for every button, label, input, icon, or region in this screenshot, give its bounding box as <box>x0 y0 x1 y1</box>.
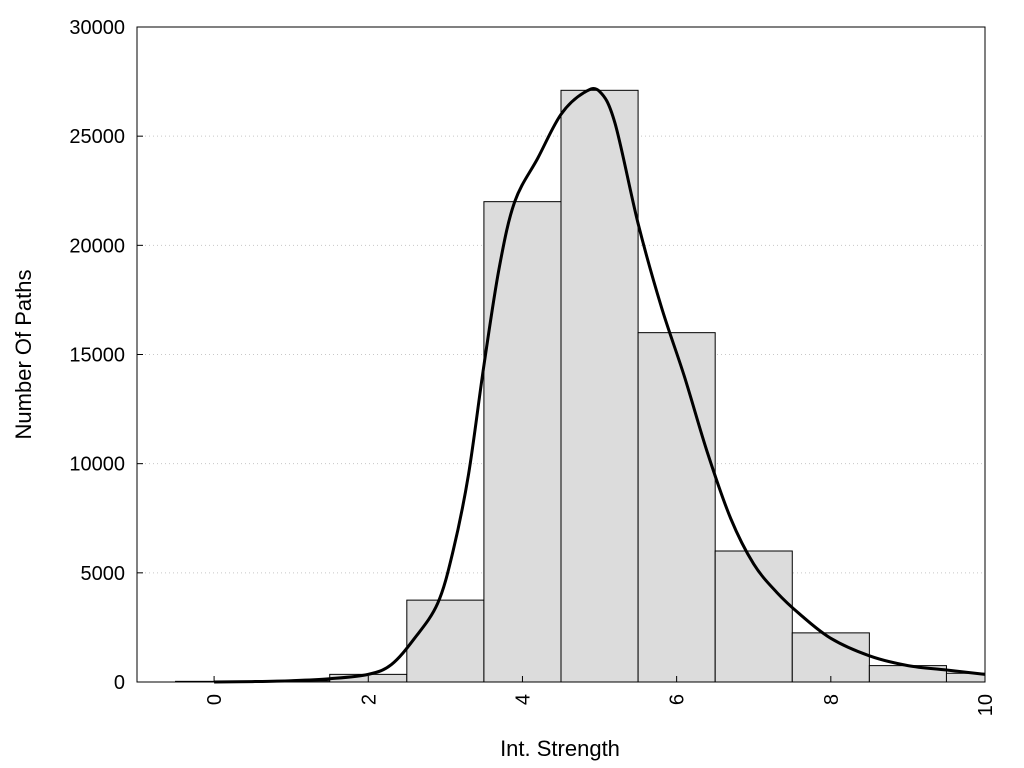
x-tick-label: 0 <box>204 694 226 705</box>
x-ticks: 0 2 4 6 8 10 <box>204 676 997 716</box>
y-ticks: 0 5000 10000 15000 20000 25000 30000 <box>69 17 143 694</box>
y-tick-label: 10000 <box>69 454 125 476</box>
density-curve-group <box>214 87 986 684</box>
bars <box>175 89 986 683</box>
x-tick-label: 2 <box>358 694 380 705</box>
y-tick-label: 15000 <box>69 345 125 367</box>
x-axis-title: Int. Strength <box>500 736 620 761</box>
y-axis-title: Number Of Paths <box>11 270 36 440</box>
y-tick-label: 30000 <box>69 17 125 39</box>
histogram-bar <box>714 550 793 683</box>
x-tick-label: 8 <box>821 694 843 705</box>
x-tick-label: 10 <box>975 694 997 716</box>
histogram-bar <box>791 632 870 683</box>
x-tick-label: 4 <box>512 694 534 705</box>
y-tick-label: 20000 <box>69 235 125 257</box>
y-tick-label: 0 <box>114 672 125 694</box>
histogram-bar <box>406 599 485 683</box>
x-tick-label: 6 <box>667 694 689 705</box>
histogram-bar <box>637 332 716 683</box>
histogram-bar <box>483 201 562 683</box>
y-tick-label: 25000 <box>69 126 125 148</box>
density-curve <box>214 87 986 684</box>
y-tick-label: 5000 <box>81 563 126 585</box>
